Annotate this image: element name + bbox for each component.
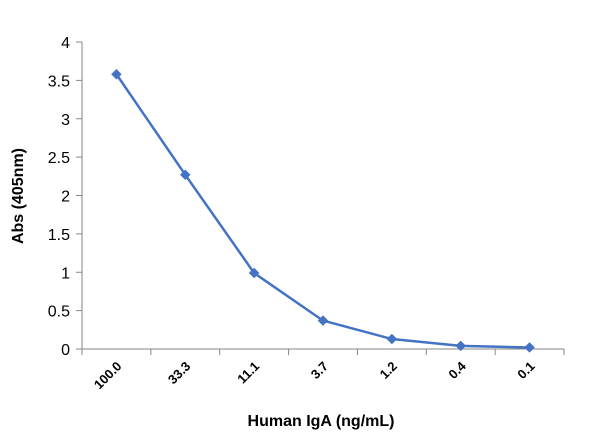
y-tick-label: 3 <box>61 112 70 129</box>
series-line <box>115 73 530 349</box>
y-tick-label: 1.5 <box>48 227 70 244</box>
y-axis: 0 0.5 1 1.5 2 2.5 3 3.5 4 <box>48 35 83 359</box>
x-tick-label: 11.1 <box>234 359 262 387</box>
data-point <box>386 333 398 345</box>
data-point <box>524 342 535 353</box>
y-tick-label: 0.5 <box>48 304 70 321</box>
y-tick-label: 2.5 <box>48 150 70 167</box>
series-layer <box>111 68 535 353</box>
y-tick-label: 4 <box>61 35 70 52</box>
x-tick-label: 3.7 <box>308 359 331 382</box>
data-point <box>317 315 329 326</box>
x-axis-title: Human IgA (ng/mL) <box>248 413 395 430</box>
x-tick-label: 0.1 <box>514 359 537 382</box>
data-point <box>111 68 122 80</box>
x-axis: 100.0 33.3 11.1 3.7 1.2 0.4 0.1 <box>81 348 565 393</box>
y-tick-label: 2 <box>61 189 70 206</box>
data-point <box>179 169 191 181</box>
x-tick-label: 100.0 <box>91 359 125 393</box>
x-tick-label: 0.4 <box>445 358 469 382</box>
y-axis-title: Abs (405nm) <box>10 148 27 244</box>
data-point <box>248 267 260 279</box>
y-tick-label: 0 <box>61 342 70 359</box>
data-point <box>455 340 467 352</box>
x-tick-label: 1.2 <box>377 359 400 382</box>
x-tick-label: 33.3 <box>165 359 194 388</box>
y-tick-label: 3.5 <box>48 73 70 90</box>
y-tick-label: 1 <box>61 265 70 282</box>
